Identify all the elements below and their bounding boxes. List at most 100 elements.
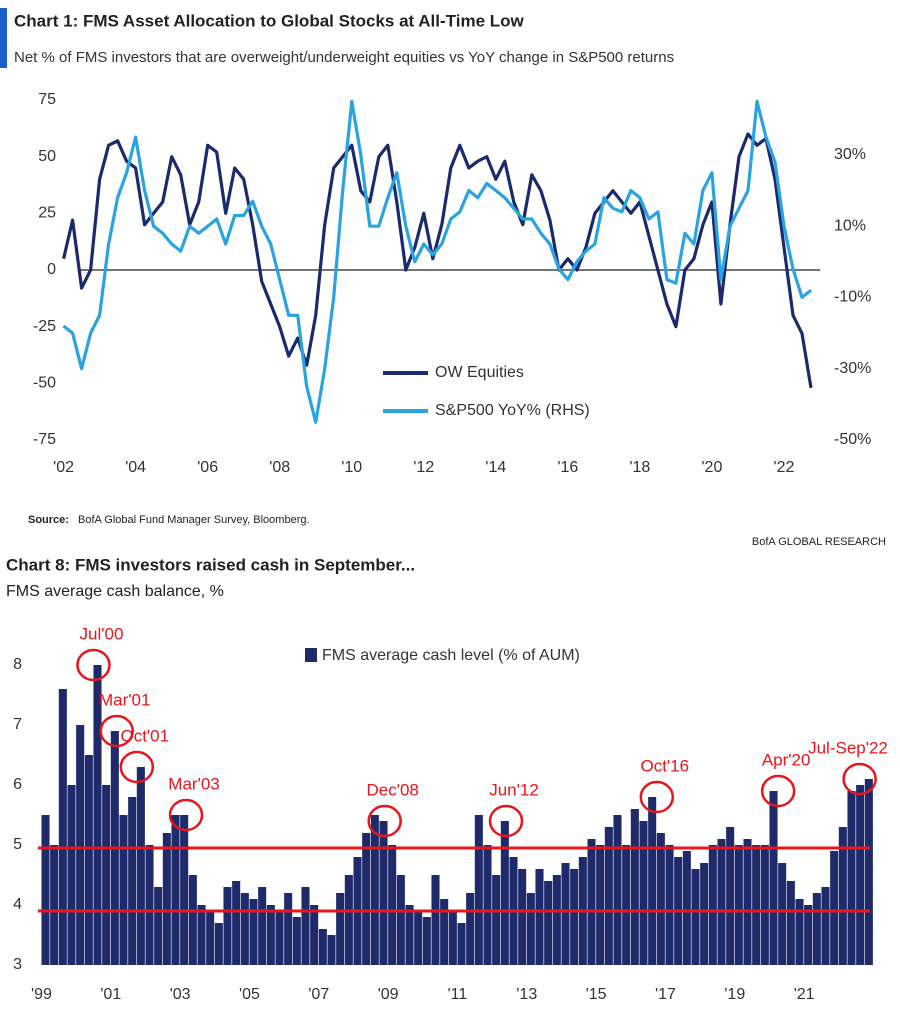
bar — [492, 875, 501, 965]
bar — [457, 923, 466, 965]
x-tick-label: '10 — [341, 459, 362, 476]
bar — [180, 815, 189, 965]
x-tick-label: '08 — [269, 459, 290, 476]
bar — [50, 845, 59, 965]
x-tick-label: '02 — [53, 459, 74, 476]
bar — [526, 893, 535, 965]
chart-subtitle: FMS average cash balance, % — [6, 583, 224, 600]
bar — [830, 851, 839, 965]
bar — [102, 785, 111, 965]
bar — [414, 911, 423, 965]
bar — [769, 791, 778, 965]
x-tick-label: '18 — [629, 459, 650, 476]
bar — [622, 845, 631, 965]
bar — [466, 893, 475, 965]
bar — [639, 821, 648, 965]
bar — [613, 815, 622, 965]
bar — [474, 815, 483, 965]
bar — [145, 845, 154, 965]
y-tick-label: 6 — [13, 776, 22, 793]
y-tick-label: 4 — [13, 896, 22, 913]
title-accent — [0, 8, 7, 68]
annotation-circle — [842, 762, 877, 796]
x-tick-label: '09 — [378, 986, 399, 1003]
x-tick-label: '06 — [197, 459, 218, 476]
bar — [67, 785, 76, 965]
x-tick-label: '19 — [724, 986, 745, 1003]
bar — [786, 881, 795, 965]
bar — [171, 815, 180, 965]
bar — [214, 923, 223, 965]
y-tick-label: 75 — [38, 91, 56, 108]
x-tick-label: '05 — [239, 986, 260, 1003]
bar — [648, 797, 657, 965]
y2-tick-label: -30% — [834, 360, 871, 377]
y-tick-label: 5 — [13, 836, 22, 853]
bar — [656, 833, 665, 965]
y2-tick-label: -10% — [834, 289, 871, 306]
bar — [188, 875, 197, 965]
bar — [284, 893, 293, 965]
bar — [752, 845, 761, 965]
x-tick-label: '21 — [794, 986, 815, 1003]
y-tick-label: -75 — [33, 431, 56, 448]
series-line — [62, 99, 812, 424]
legend-label: S&P500 YoY% (RHS) — [435, 402, 590, 419]
legend-label: FMS average cash level (% of AUM) — [322, 647, 580, 664]
bar — [691, 869, 700, 965]
bar — [336, 893, 345, 965]
y-tick-label: 7 — [13, 716, 22, 733]
bar — [856, 785, 865, 965]
x-tick-label: '15 — [586, 986, 607, 1003]
bar — [821, 887, 830, 965]
bar — [847, 791, 856, 965]
bar — [266, 905, 275, 965]
bar — [162, 833, 171, 965]
y-tick-label: 50 — [38, 148, 56, 165]
bar — [431, 875, 440, 965]
bar — [362, 833, 371, 965]
bar — [864, 779, 873, 965]
annotation-label: Apr'20 — [762, 750, 811, 769]
bar — [665, 845, 674, 965]
bar — [396, 875, 405, 965]
x-tick-label: '11 — [448, 986, 468, 1003]
bar — [84, 755, 93, 965]
bar — [743, 839, 752, 965]
legend-label: OW Equities — [435, 364, 524, 381]
bar — [448, 911, 457, 965]
bar — [136, 767, 145, 965]
bar — [93, 665, 102, 965]
y2-tick-label: 30% — [834, 146, 866, 163]
annotation-circle — [168, 798, 204, 832]
bar — [405, 905, 414, 965]
bar — [197, 905, 206, 965]
bar — [804, 905, 813, 965]
x-tick-label: '22 — [774, 459, 795, 476]
bar — [440, 899, 449, 965]
bar — [552, 875, 561, 965]
bar — [778, 863, 787, 965]
bar — [734, 845, 743, 965]
bar — [518, 869, 527, 965]
annotation-circle — [367, 804, 402, 838]
annotation-label: Oct'01 — [120, 726, 169, 745]
annotation-circle — [639, 780, 675, 814]
x-tick-label: '07 — [308, 986, 329, 1003]
bar — [344, 875, 353, 965]
bar — [76, 725, 85, 965]
bar — [275, 911, 284, 965]
bar — [708, 845, 717, 965]
bar — [717, 839, 726, 965]
bar — [544, 881, 553, 965]
bar — [388, 845, 397, 965]
y-tick-label: 25 — [38, 205, 56, 222]
bar — [240, 893, 249, 965]
annotation-circle — [99, 714, 134, 748]
bar — [379, 821, 388, 965]
chart-title: Chart 1: FMS Asset Allocation to Global … — [14, 11, 525, 30]
bar — [483, 845, 492, 965]
chart-title: Chart 8: FMS investors raised cash in Se… — [6, 555, 415, 574]
chart-subtitle: Net % of FMS investors that are overweig… — [14, 49, 674, 66]
